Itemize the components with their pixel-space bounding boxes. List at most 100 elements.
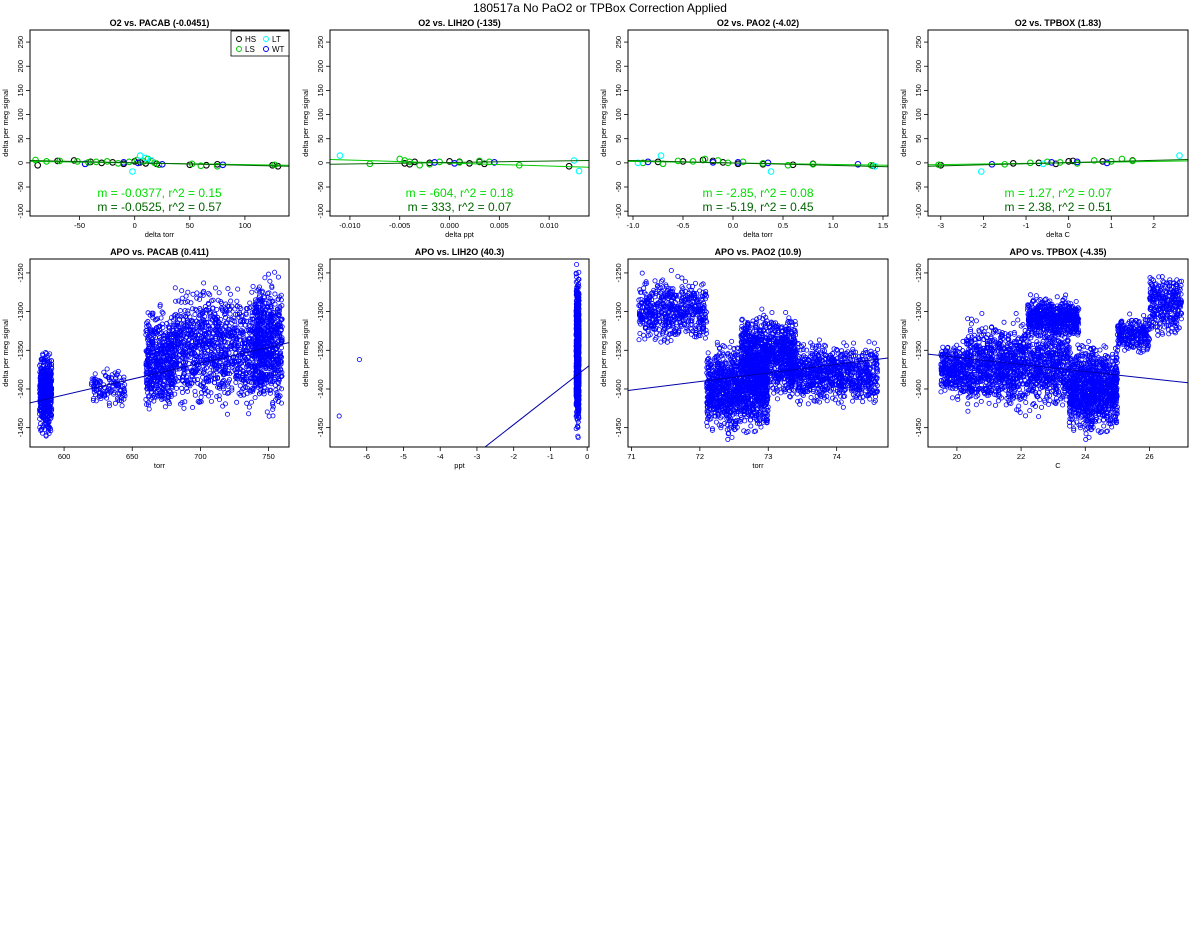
data-point (662, 326, 668, 332)
x-tick-label: 1.0 (828, 221, 838, 230)
data-point (146, 363, 152, 369)
data-point (171, 379, 177, 385)
data-point (336, 413, 342, 419)
data-point (240, 329, 246, 335)
data-point (155, 328, 161, 334)
data-point (229, 387, 235, 393)
data-point (576, 269, 582, 275)
data-point (256, 351, 262, 357)
data-point (573, 270, 579, 276)
data-point (211, 371, 217, 377)
data-point (272, 269, 278, 275)
y-tick-label: -1350 (316, 341, 325, 360)
data-point (46, 390, 52, 396)
data-point (211, 348, 217, 354)
data-point (38, 386, 44, 392)
data-point (213, 328, 219, 334)
data-point (575, 365, 581, 371)
x-tick-label: 0.010 (540, 221, 559, 230)
data-point (656, 285, 662, 291)
data-point (185, 308, 191, 314)
data-point (259, 304, 265, 310)
data-point (247, 324, 253, 330)
data-point (277, 316, 283, 322)
data-point (185, 299, 191, 305)
chart-title: APO vs. PAO2 (10.9) (715, 247, 802, 257)
data-point (187, 380, 193, 386)
data-point (254, 288, 260, 294)
data-point (666, 315, 672, 321)
data-point (253, 376, 259, 382)
data-point (226, 390, 232, 396)
data-point (152, 394, 158, 400)
data-point (122, 382, 128, 388)
data-point (665, 320, 671, 326)
data-point (115, 368, 121, 374)
data-point (250, 388, 256, 394)
data-point (1048, 159, 1055, 166)
data-point (254, 313, 260, 319)
data-point (266, 271, 272, 277)
data-point (650, 290, 656, 296)
data-point (216, 355, 222, 361)
data-point (218, 317, 224, 323)
data-point (652, 304, 658, 310)
y-tick-label: -50 (316, 182, 325, 193)
data-point (263, 372, 269, 378)
data-point (194, 377, 200, 383)
data-point (146, 361, 152, 367)
data-point (170, 322, 176, 328)
y-tick-label: 250 (16, 36, 25, 49)
data-point (236, 333, 242, 339)
data-point (154, 394, 160, 400)
data-point (181, 351, 187, 357)
data-point (152, 358, 158, 364)
data-point (146, 344, 152, 350)
data-point (47, 351, 53, 357)
data-point (167, 319, 173, 325)
x-tick-label: 0.005 (490, 221, 509, 230)
panels-group: O2 vs. PACAB (-0.0451)-50 0 50 100-100-5005… (1, 18, 1189, 470)
chart-panel: O2 vs. PAO2 (-4.02)-1.0 -0.5 0.0 0.5 1.0 1.5-… (599, 18, 889, 239)
data-point (685, 328, 691, 334)
data-point (279, 386, 285, 392)
data-point (278, 373, 284, 379)
plot-marks (30, 152, 289, 175)
data-point (226, 307, 232, 313)
data-point (92, 371, 98, 377)
legend-label: LS (245, 45, 255, 54)
data-point (640, 332, 646, 338)
data-point (199, 311, 205, 317)
data-point (253, 304, 259, 310)
data-point (143, 332, 149, 338)
y-tick-label: 100 (914, 108, 923, 121)
data-point (185, 369, 191, 375)
data-point (228, 358, 234, 364)
x-tick-label: 0 (133, 221, 137, 230)
data-point (261, 377, 267, 383)
data-point (198, 292, 204, 298)
data-point (114, 371, 120, 377)
data-point (182, 299, 188, 305)
data-point (229, 303, 235, 309)
y-tick-label: -100 (316, 204, 325, 219)
data-point (106, 400, 112, 406)
data-point (575, 320, 581, 326)
y-tick-label: 50 (16, 135, 25, 143)
data-point (182, 399, 188, 405)
data-point (273, 387, 279, 393)
data-point (241, 392, 247, 398)
data-point (186, 337, 192, 343)
x-tick-label: -0.5 (677, 221, 690, 230)
data-point (693, 325, 699, 331)
data-point (192, 306, 198, 312)
data-point (219, 333, 225, 339)
data-point (669, 297, 675, 303)
data-point (255, 298, 261, 304)
data-point (234, 367, 240, 373)
data-point (244, 391, 250, 397)
data-point (240, 331, 246, 337)
data-point (1103, 159, 1111, 167)
y-tick-label: -50 (16, 182, 25, 193)
